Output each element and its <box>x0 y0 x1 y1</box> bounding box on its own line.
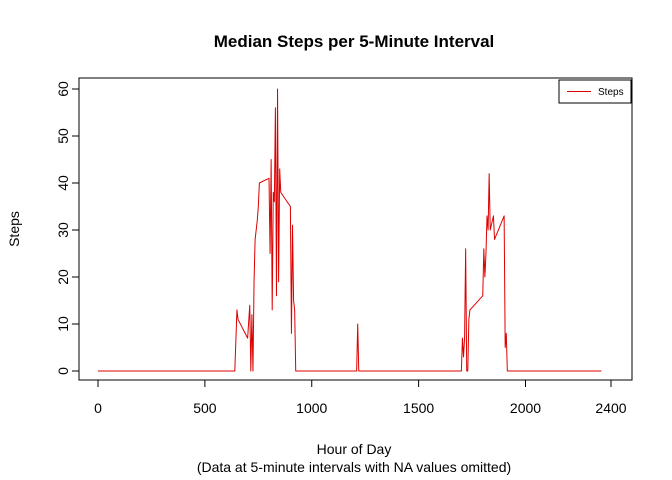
x-axis-label: Hour of Day <box>317 441 392 457</box>
y-tick-label: 10 <box>55 316 71 332</box>
x-tick-label: 2400 <box>595 400 626 416</box>
y-tick-label: 60 <box>55 81 71 97</box>
series-layer <box>98 88 602 372</box>
legend-label-steps: Steps <box>598 87 624 98</box>
y-tick-label: 20 <box>55 269 71 285</box>
x-tick-label: 0 <box>94 400 102 416</box>
x-tick-label: 1000 <box>296 400 327 416</box>
y-tick-label: 0 <box>55 367 71 375</box>
x-axis: 0 500 1000 1500 2000 2400 <box>94 379 627 416</box>
x-tick-label: 500 <box>193 400 217 416</box>
plot-frame <box>78 77 633 381</box>
legend-box <box>558 79 632 104</box>
y-tick-label: 50 <box>55 128 71 144</box>
x-tick-label: 2000 <box>510 400 541 416</box>
x-tick-label: 1500 <box>403 400 434 416</box>
x-axis-sublabel: (Data at 5-minute intervals with NA valu… <box>197 459 511 475</box>
series-line-steps <box>98 88 602 372</box>
y-axis-label: Steps <box>6 211 22 247</box>
y-tick-label: 30 <box>55 222 71 238</box>
y-axis: 0 10 20 30 40 50 60 <box>55 81 80 375</box>
legend: Steps <box>558 79 632 104</box>
chart-title: Median Steps per 5-Minute Interval <box>214 32 495 51</box>
y-tick-label: 40 <box>55 175 71 191</box>
